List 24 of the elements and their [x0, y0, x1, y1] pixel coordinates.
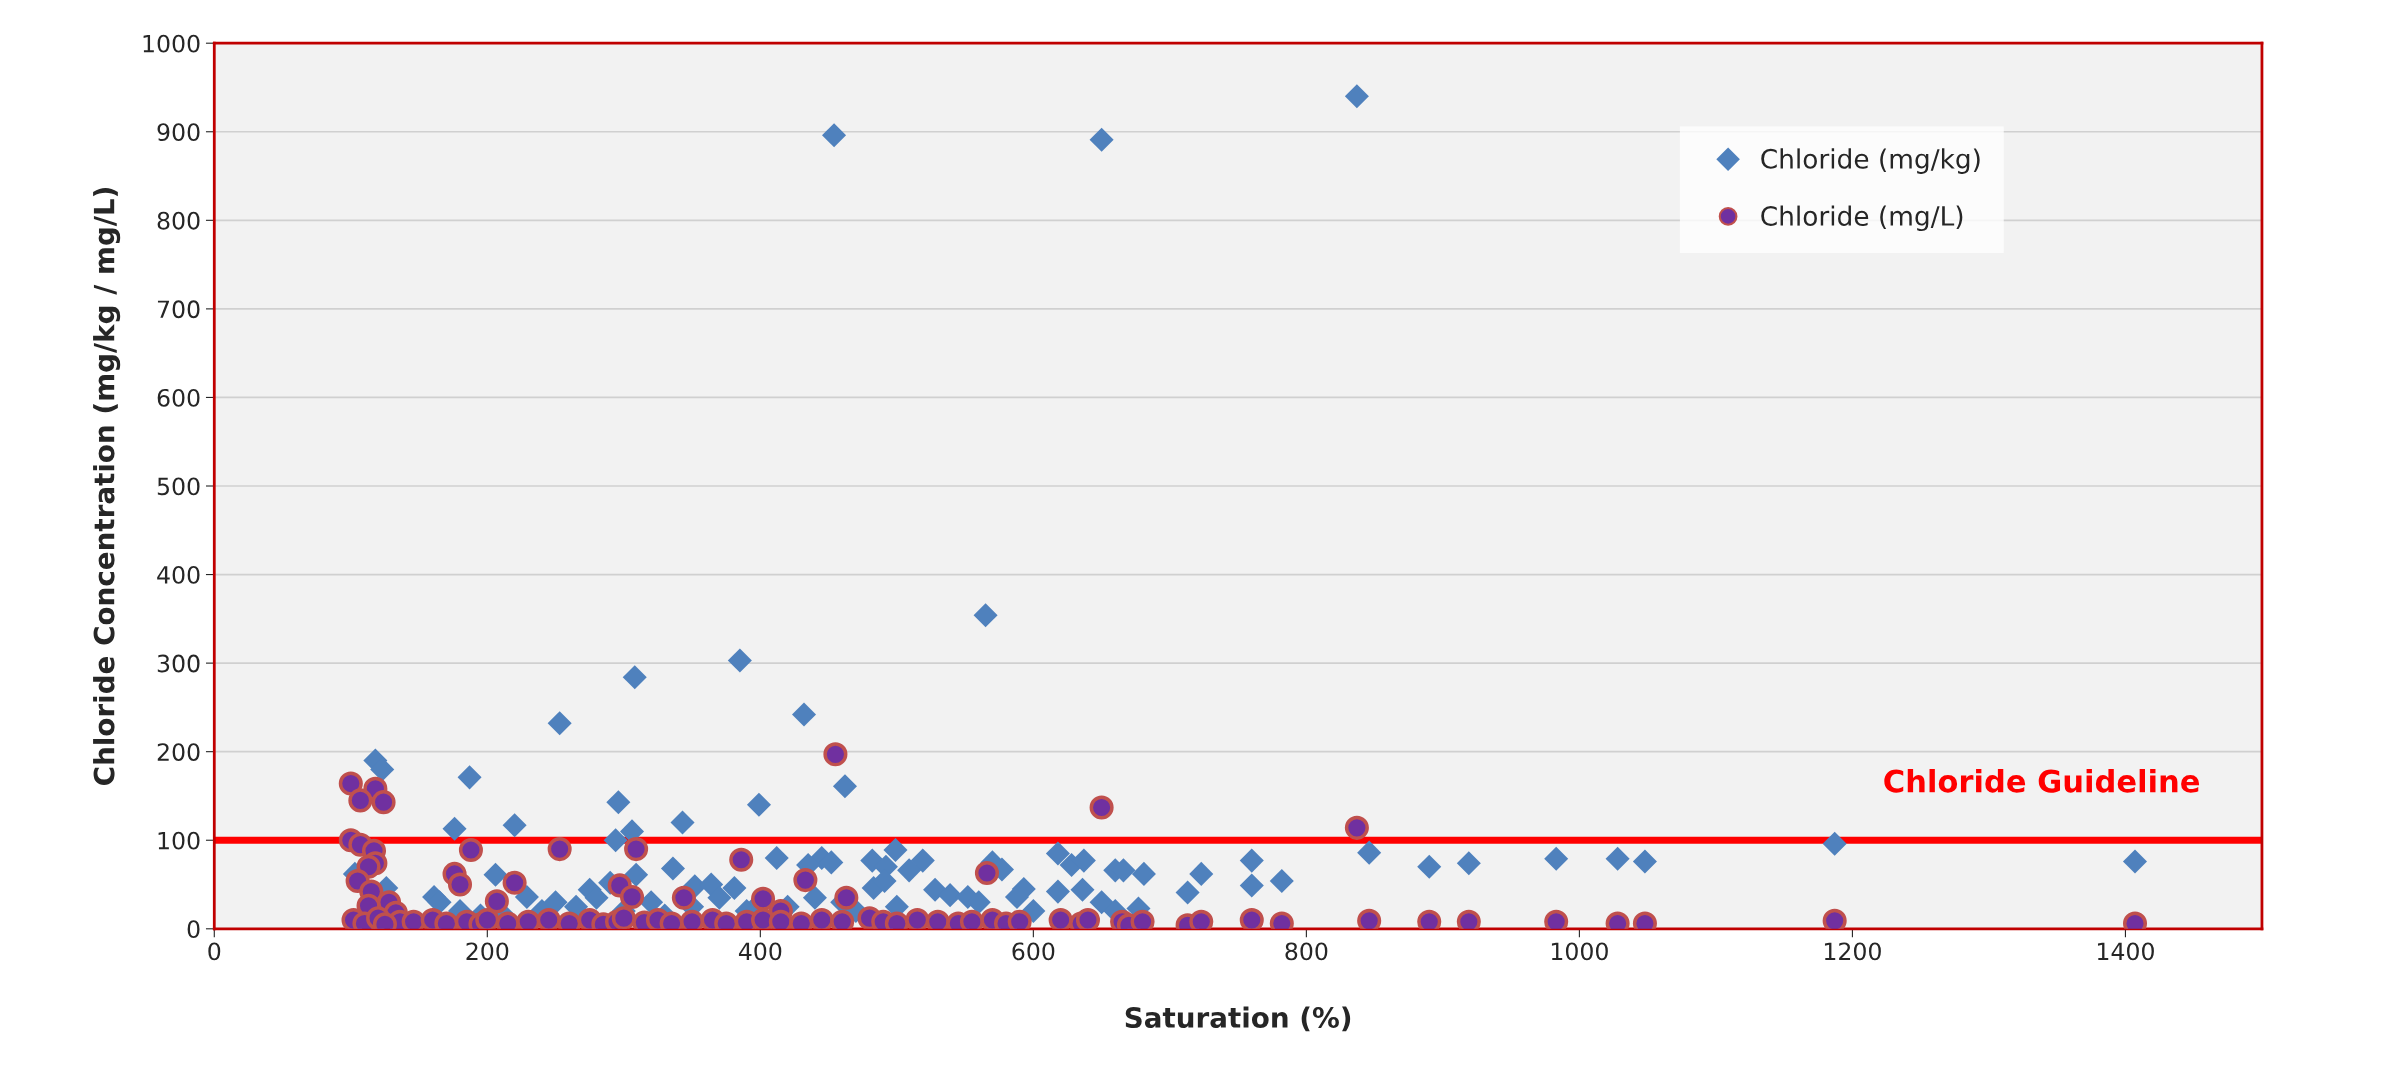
x-tick-label: 1200 [1824, 942, 1881, 961]
y-axis-title: Chloride Concentration (mg/kg / mg/L) [93, 188, 121, 785]
x-tick-label: 0 [208, 942, 221, 961]
y-tick-label: 500 [157, 477, 200, 496]
x-tick-label: 400 [738, 942, 782, 961]
x-tick-label: 600 [1012, 942, 1055, 961]
y-tick-label: 0 [187, 920, 200, 939]
x-tick-label: 1400 [2097, 942, 2154, 961]
ref-line-label: Chloride Guideline [1884, 769, 2200, 793]
y-tick-label: 800 [157, 211, 200, 230]
y-tick-label: 100 [158, 831, 200, 850]
x-axis-title: Saturation (%) [1125, 1006, 1351, 1032]
y-tick-label: 200 [157, 743, 200, 761]
y-tick-label: 900 [157, 123, 200, 142]
x-tick-label: 200 [466, 942, 509, 961]
y-tick-label: 700 [157, 300, 200, 319]
y-tick-label: 300 [157, 654, 200, 673]
x-tick-label: 1000 [1551, 942, 1608, 961]
legend-label: Chloride (mg/L) [1761, 205, 1963, 232]
x-tick-label: 800 [1285, 942, 1328, 961]
legend-label: Chloride (mg/kg) [1761, 148, 1980, 174]
y-tick-label: 400 [157, 566, 200, 584]
y-tick-label: 1000 [143, 34, 200, 53]
y-tick-label: 600 [157, 388, 200, 407]
